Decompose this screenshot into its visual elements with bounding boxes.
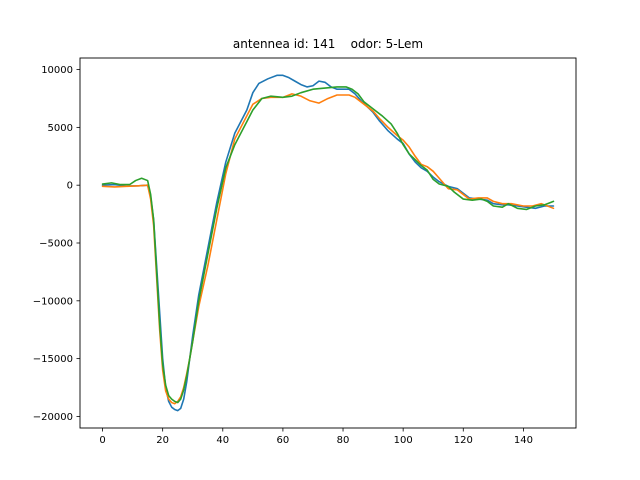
y-tick-label: 5000 [48,123,73,134]
y-axis: −20000 −15000 −10000 −5000 0 5000 10000 [33,65,80,423]
x-tick-label: 100 [394,435,413,446]
y-tick-label: −20000 [33,412,73,423]
y-tick-label: −15000 [33,354,73,365]
x-tick-label: 80 [337,435,350,446]
x-tick-label: 40 [216,435,229,446]
x-tick-label: 140 [514,435,533,446]
y-tick-label: 0 [67,181,73,192]
series-line-2 [101,93,555,405]
series-line-1 [101,74,555,412]
y-tick-label: 10000 [41,65,73,76]
x-axis: 0 20 40 60 80 100 120 140 [99,428,533,446]
series-line-3 [101,86,555,404]
x-tick-label: 20 [156,435,169,446]
series-layer [101,74,555,412]
y-tick-label: −10000 [33,296,73,307]
chart-title: antennea id: 141 odor: 5-Lem [233,37,423,51]
y-tick-label: −5000 [39,239,73,250]
x-tick-label: 120 [454,435,473,446]
x-tick-label: 60 [277,435,290,446]
plot-area: 0 20 40 60 80 100 120 140 −20000 −15000 −10000 −50… [33,57,577,446]
x-tick-label: 0 [99,435,105,446]
